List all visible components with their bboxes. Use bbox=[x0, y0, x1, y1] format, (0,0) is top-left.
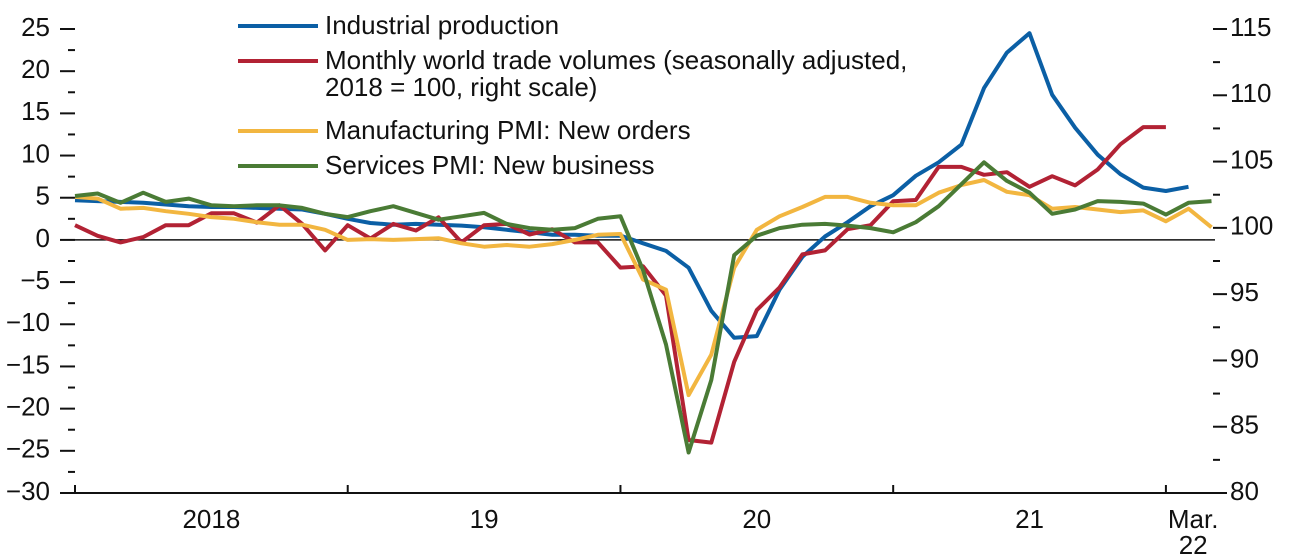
series-line bbox=[74, 160, 1212, 455]
y-tick-label: 15 bbox=[21, 96, 50, 126]
x-tick-label: Mar. 22 bbox=[1167, 504, 1219, 556]
y-tick-label: −30 bbox=[6, 476, 50, 506]
y2-tick-label: 100 bbox=[1230, 211, 1273, 241]
x-tick-label: 2018 bbox=[182, 504, 241, 534]
x-tick-label: 19 bbox=[469, 504, 499, 534]
y2-tick-label: 80 bbox=[1230, 476, 1259, 506]
y-tick-label: −10 bbox=[6, 307, 50, 337]
y-tick-label: −5 bbox=[20, 265, 50, 295]
y-tick-label: 20 bbox=[21, 54, 50, 84]
y2-tick-label: 85 bbox=[1230, 410, 1259, 440]
x-tick-label: 21 bbox=[1015, 504, 1044, 534]
legend-label: Services PMI: New business bbox=[325, 150, 655, 180]
series-line bbox=[74, 178, 1213, 398]
y-tick-label: 25 bbox=[21, 12, 50, 42]
y2-tick-label: 95 bbox=[1230, 277, 1259, 307]
x-tick-label: 20 bbox=[742, 504, 772, 534]
y-tick-label: −15 bbox=[6, 349, 50, 379]
y-tick-label: −25 bbox=[6, 434, 50, 464]
y2-tick-label: 105 bbox=[1230, 144, 1273, 174]
legend-label: Monthly world trade volumes (seasonally … bbox=[325, 45, 908, 102]
y-tick-label: 10 bbox=[21, 138, 50, 168]
legend-label: Industrial production bbox=[325, 10, 560, 40]
y2-tick-label: 115 bbox=[1230, 12, 1271, 42]
y-tick-label: 0 bbox=[36, 223, 50, 253]
y-tick-label: −20 bbox=[6, 392, 50, 422]
y-tick-label: 5 bbox=[36, 181, 50, 211]
y2-tick-label: 110 bbox=[1230, 78, 1271, 108]
legend-label: Manufacturing PMI: New orders bbox=[325, 115, 691, 145]
y2-tick-label: 90 bbox=[1230, 343, 1259, 373]
